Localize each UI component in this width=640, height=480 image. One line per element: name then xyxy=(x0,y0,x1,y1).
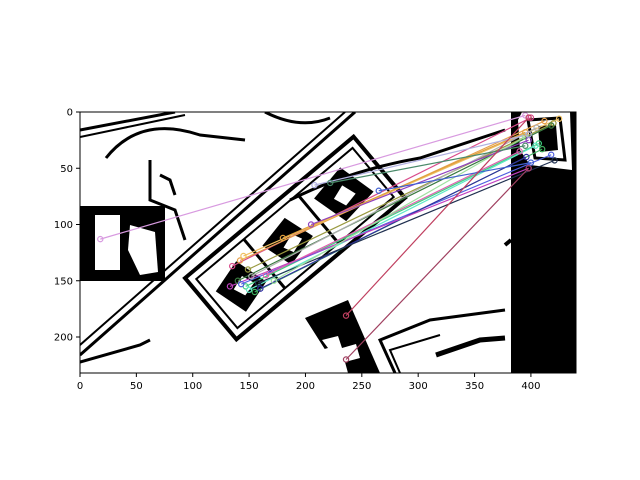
match-point-target xyxy=(548,122,555,129)
match-point-source xyxy=(342,356,350,363)
match-line xyxy=(345,167,530,360)
match-point-target xyxy=(525,165,532,172)
x-tick-label: 100 xyxy=(183,381,202,392)
match-point-target xyxy=(541,117,548,125)
y-tick-label: 100 xyxy=(54,220,73,231)
match-point-source xyxy=(327,179,334,187)
match-line xyxy=(248,145,536,291)
match-line xyxy=(345,117,530,317)
match-point-source xyxy=(254,279,262,287)
match-point-source xyxy=(234,277,242,284)
y-axis: 0 50 100 150 200 xyxy=(54,108,80,344)
y-tick-label: 0 xyxy=(67,108,73,119)
match-point-source xyxy=(245,286,253,293)
x-axis: 0 50 100 150 200 250 300 350 400 xyxy=(77,373,540,392)
x-tick-label: 350 xyxy=(465,381,484,392)
match-point-target xyxy=(525,114,532,121)
match-point-source xyxy=(240,252,247,260)
match-point-source xyxy=(311,181,318,189)
x-tick-label: 300 xyxy=(409,381,428,392)
match-point-source xyxy=(237,280,245,288)
match-line xyxy=(310,139,529,226)
y-tick-label: 200 xyxy=(54,333,73,344)
match-point-target xyxy=(551,157,558,164)
y-tick-label: 50 xyxy=(60,164,73,175)
match-point-target xyxy=(555,115,563,122)
match-point-target xyxy=(525,131,532,138)
match-line xyxy=(260,156,527,290)
match-point-source xyxy=(375,187,382,194)
match-point-source xyxy=(270,277,278,284)
match-point-source xyxy=(228,262,236,270)
match-point-target xyxy=(527,159,535,166)
match-point-target xyxy=(522,142,529,149)
match-point-source xyxy=(244,266,252,273)
match-point-target xyxy=(548,151,555,158)
x-tick-label: 150 xyxy=(240,381,259,392)
match-point-source xyxy=(342,312,350,319)
match-line xyxy=(273,136,526,282)
match-point-target xyxy=(516,148,523,155)
y-tick-label: 150 xyxy=(54,276,73,287)
match-point-target xyxy=(523,153,530,161)
match-lines xyxy=(97,112,563,363)
x-tick-label: 400 xyxy=(521,381,540,392)
match-point-source xyxy=(307,221,315,228)
match-point-target xyxy=(538,145,546,153)
match-line xyxy=(378,162,532,192)
x-tick-label: 50 xyxy=(130,381,143,392)
axes-frame xyxy=(79,111,577,374)
match-line xyxy=(257,159,555,284)
match-point-target xyxy=(527,114,535,121)
x-tick-label: 200 xyxy=(296,381,315,392)
match-line xyxy=(314,133,529,186)
match-line xyxy=(100,114,526,240)
match-point-source xyxy=(262,271,270,279)
match-line xyxy=(330,145,526,184)
match-point-source xyxy=(97,235,104,243)
match-line xyxy=(245,142,540,287)
x-tick-label: 250 xyxy=(352,381,371,392)
match-point-source xyxy=(251,288,258,296)
match-point-target xyxy=(533,124,540,131)
match-line xyxy=(247,122,554,271)
match-line xyxy=(229,167,529,287)
match-point-source xyxy=(248,273,255,280)
match-point-target xyxy=(532,142,539,149)
match-point-source xyxy=(236,257,244,264)
match-point-source xyxy=(257,285,264,292)
x-tick-label: 0 xyxy=(77,381,83,392)
match-point-source xyxy=(226,283,234,290)
match-point-source xyxy=(279,234,287,242)
